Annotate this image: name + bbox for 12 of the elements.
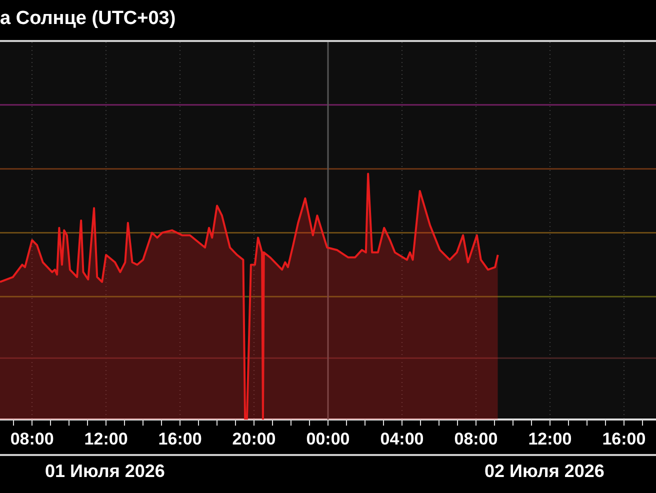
text: 01 Июля 2026	[45, 461, 165, 482]
x-tick-label: 16:00	[158, 429, 202, 448]
x-tick-label: 16:00	[602, 429, 646, 448]
x-tick-label: 12:00	[84, 429, 128, 448]
x-tick-label: 08:00	[454, 429, 498, 448]
chart-title: а Солнце (UTC+03)	[0, 8, 176, 30]
x-tick-label: 08:00	[10, 429, 54, 448]
text: 02 Июля 2026	[484, 461, 604, 482]
x-tick-label: 12:00	[528, 429, 572, 448]
x-tick-label: 20:00	[232, 429, 276, 448]
x-tick-label: 04:00	[380, 429, 424, 448]
x-tick-label: 00:00	[306, 429, 350, 448]
